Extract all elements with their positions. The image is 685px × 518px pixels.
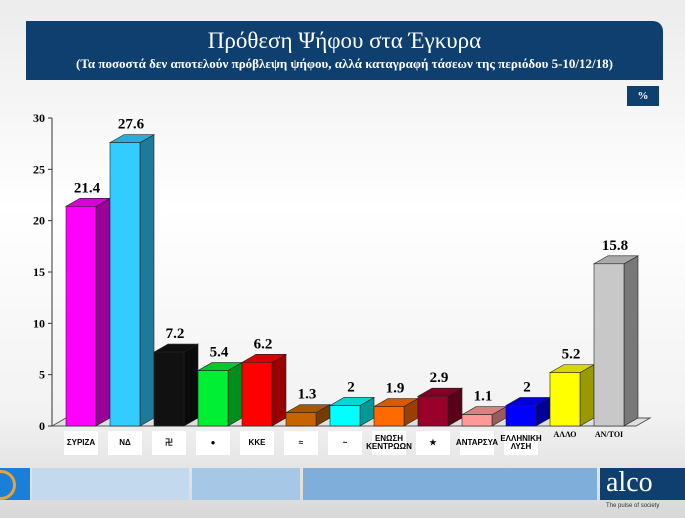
y-tick-label: 15 <box>33 265 45 279</box>
data-label: 5.4 <box>210 345 229 361</box>
chart-title: Πρόθεση Ψήφου στα Έγκυρα <box>207 28 482 53</box>
mera25-logo: ΕΝΩΣΗ ΚΕΝΤΡΩΩΝ <box>366 431 412 455</box>
xa-logo: 卍 <box>152 431 186 455</box>
bar-side <box>227 362 243 427</box>
data-label: 2.9 <box>430 370 449 386</box>
y-tick-label: 0 <box>39 419 45 433</box>
bar-side <box>271 353 287 427</box>
data-label: 1.1 <box>474 389 493 405</box>
y-tick-label: 25 <box>33 162 45 176</box>
data-label: 2 <box>523 379 531 395</box>
bar <box>417 395 449 427</box>
footer-tile <box>303 468 597 500</box>
open-logo <box>0 468 30 500</box>
alco-logo: alco <box>600 468 685 500</box>
data-label: 21.4 <box>74 180 101 196</box>
category-label: ΑΛΛΟ <box>553 430 577 439</box>
bar <box>153 351 185 427</box>
bar <box>197 370 229 427</box>
bar <box>241 362 273 427</box>
bar <box>461 414 493 427</box>
bar <box>285 412 317 427</box>
kke-logo: ΚΚΕ <box>240 431 274 455</box>
bar <box>65 205 97 427</box>
syriza-logo: ΣΥΡΙΖΑ <box>64 431 98 455</box>
bar-side <box>95 197 111 427</box>
chart-header: Πρόθεση Ψήφου στα Έγκυρα (Τα ποσοστά δεν… <box>26 21 663 80</box>
data-label: 2 <box>347 379 355 395</box>
data-label: 27.6 <box>118 117 145 133</box>
enosi-kentroon-logo: ≈ <box>284 431 318 455</box>
elliniki-lysi-logo: ΕΛΛΗΝΙΚΗ ΛΥΣΗ <box>500 431 542 455</box>
y-tick-label: 20 <box>33 214 45 228</box>
y-tick-label: 30 <box>33 111 45 125</box>
footer-tile <box>192 468 300 500</box>
tagline: The pulse of society <box>606 503 660 509</box>
bar <box>329 405 361 427</box>
unit-badge: % <box>627 86 659 106</box>
data-label: 1.9 <box>386 380 405 396</box>
nd-logo: ΝΔ <box>108 431 142 455</box>
bar <box>505 405 537 427</box>
bar <box>593 263 625 427</box>
data-label: 5.2 <box>562 347 581 363</box>
plefsi-logo: ★ <box>416 431 450 455</box>
bar <box>549 372 581 427</box>
bar-side <box>623 255 639 427</box>
antarsya-logo: ΑΝΤΑΡΣΥΑ <box>456 431 498 455</box>
bar <box>373 406 405 427</box>
data-label: 15.8 <box>602 238 628 254</box>
chart-subtitle: (Τα ποσοστά δεν αποτελούν πρόβλεψη ψήφου… <box>76 56 613 71</box>
data-label: 1.3 <box>298 387 317 403</box>
category-label: ΑΝ/ΤΟΙ <box>594 430 624 439</box>
bar <box>109 142 141 427</box>
data-label: 7.2 <box>166 326 185 342</box>
data-label: 6.2 <box>254 336 273 352</box>
y-tick-label: 5 <box>39 368 45 382</box>
footer-tile <box>32 468 189 500</box>
bar-side <box>183 343 199 427</box>
kinal-logo: ● <box>196 431 230 455</box>
bar-side <box>139 134 155 427</box>
potami-logo: ~ <box>328 431 362 455</box>
bar-side <box>579 364 595 427</box>
y-tick-label: 10 <box>33 316 45 330</box>
